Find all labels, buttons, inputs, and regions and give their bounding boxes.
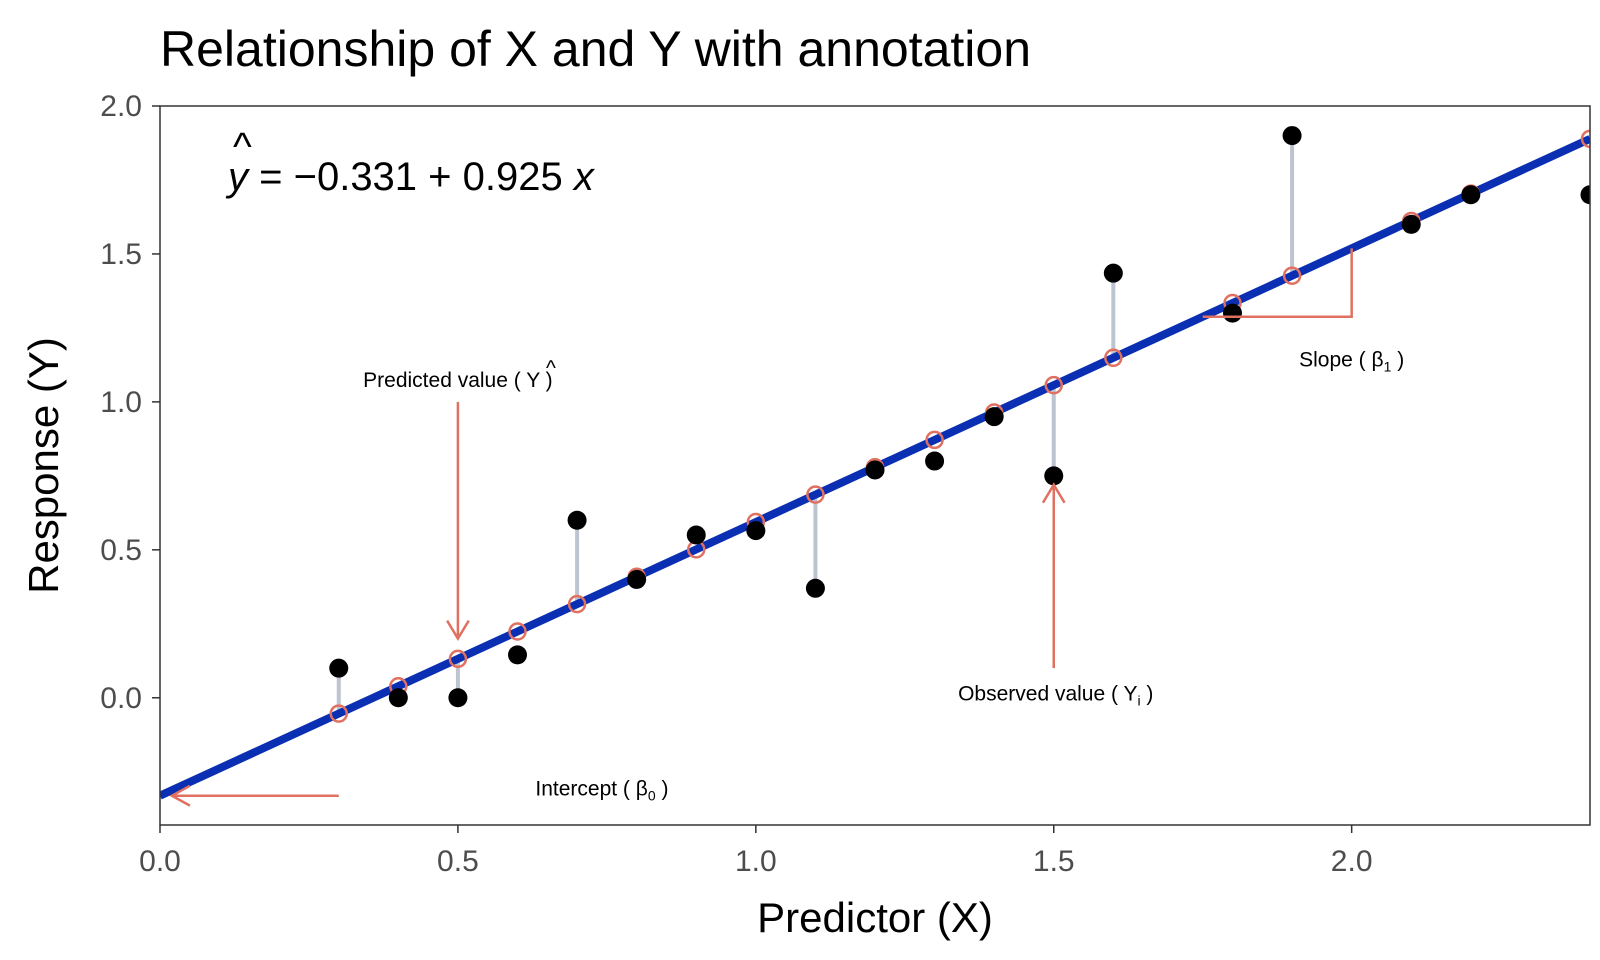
x-tick-label: 1.0 [735,845,777,878]
intercept-text: Intercept ( [535,777,635,800]
fitted-value-circle [508,622,527,641]
x-axis-title: Predictor (X) [757,894,993,941]
y-tick-label: 0.5 [100,534,142,567]
data-point [1461,185,1481,205]
data-point [746,521,766,541]
intercept-label: Intercept ( β0 ) [535,777,668,803]
observed-arrow-head [1041,482,1066,504]
plot-area: 0.0 0.5 1.0 1.5 2.0 0.0 0.5 1.0 1.5 2.0 y = −0.331… [100,90,1591,878]
data-point [567,510,587,530]
observed-close: ) [1141,683,1154,706]
plot-clipped-layer [160,126,1590,800]
data-point [925,451,945,471]
slope-symbol: β [1371,348,1383,371]
x-tick-label: 0.5 [437,845,479,878]
data-point [1401,214,1421,234]
intercept-subscript: 0 [648,787,656,803]
data-point [984,407,1004,427]
data-point [1103,263,1123,283]
observed-text: Observed value ( [958,683,1123,706]
slope-text: Slope ( [1299,348,1371,371]
intercept-close: ) [656,777,669,800]
equation-x: x [572,155,596,199]
y-axis-title: Response (Y) [20,337,67,594]
regression-equation: y = −0.331 + 0.925 x [225,155,596,199]
fitted-value-circle [925,430,944,450]
x-tick-label: 0.0 [139,845,181,878]
fitted-value-circle [1580,129,1590,149]
plot-panel-border [159,105,1591,826]
data-point [329,658,349,678]
fitted-value-circle [1044,375,1063,395]
slope-subscript: 1 [1384,358,1392,374]
slope-label: Slope ( β1 ) [1299,348,1404,374]
observed-value-label: Observed value ( Yi ) [958,683,1153,709]
data-point [1282,126,1302,146]
fitted-value-circle [1104,348,1123,368]
y-tick-label: 1.5 [100,238,142,271]
observed-subscript: i [1137,693,1140,709]
equation-equals: = [248,155,294,199]
fitted-value-circle [806,485,825,504]
data-point [1044,466,1064,486]
slope-triangle [1202,248,1353,318]
equation-slope: 0.925 [463,155,574,199]
data-point [865,460,885,480]
intercept-arrow-head [169,784,191,807]
data-point [448,688,468,708]
equation-plus: + [428,155,462,199]
y-tick-label: 2.0 [100,90,142,123]
data-point [1580,185,1590,205]
equation-intercept: 0.331 [317,155,428,199]
y-tick-label: 1.0 [100,386,142,419]
x-tick-label: 2.0 [1331,845,1373,878]
equation-y: y [225,155,251,199]
fitted-value-circle [329,704,348,723]
fitted-value-circle [448,649,468,669]
observed-symbol: Y [1123,683,1137,706]
predicted-text: Predicted value ( [363,369,526,392]
x-tick-label: 1.5 [1033,845,1075,878]
predicted-close: ) [540,369,553,392]
data-point [508,645,527,665]
fitted-value-circle [567,594,587,614]
predicted-hat: ^ [546,357,556,380]
data-point [627,569,647,589]
predicted-arrow-head [446,619,470,642]
intercept-symbol: β [636,777,648,800]
slope-close: ) [1391,348,1404,371]
equation-hat: ^ [233,125,252,169]
y-tick-label: 0.0 [100,682,142,715]
equation-minus: − [294,155,317,199]
data-point [686,525,706,545]
chart-title: Relationship of X and Y with annotation [160,21,1031,77]
fitted-value-circle [1282,266,1302,285]
predicted-symbol: Y [526,369,540,392]
data-point [388,688,408,708]
data-point [805,578,825,598]
data-point [1223,303,1242,323]
predicted-value-label: Predicted value ( Y ) [363,369,553,392]
